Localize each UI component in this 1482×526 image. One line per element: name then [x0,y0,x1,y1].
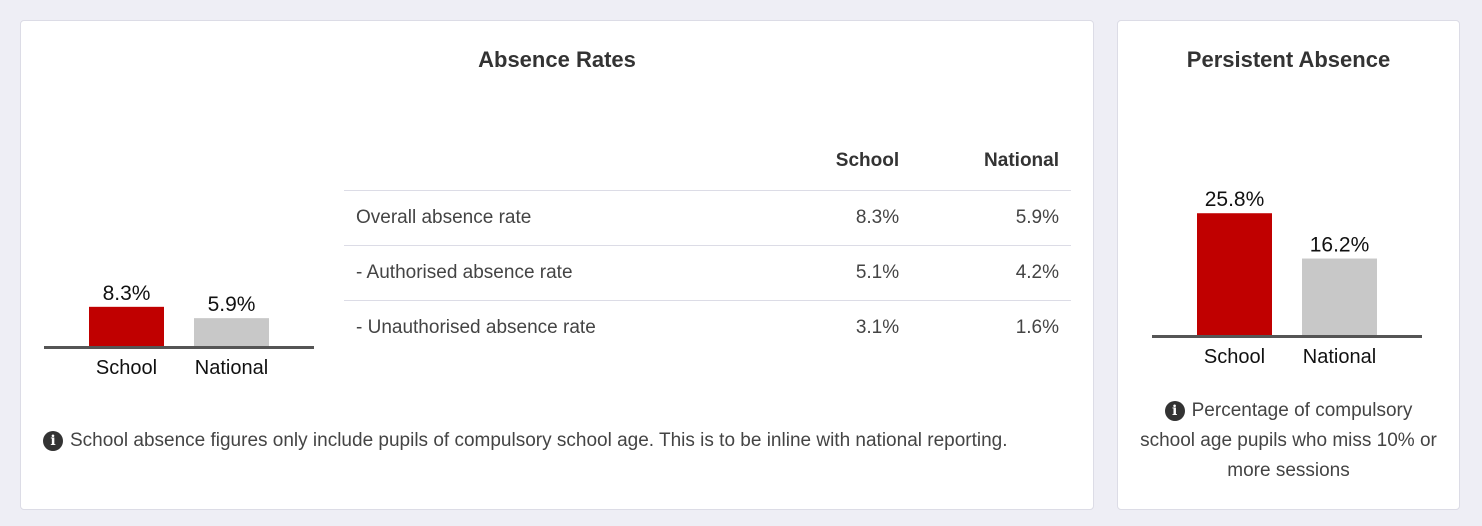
school-value: 5.1% [770,245,912,301]
bar-school [89,306,164,346]
persistent-absence-card: Persistent Absence 25.8% School 16.2% Natio… [1117,20,1460,510]
school-value: 8.3% [770,190,912,246]
tick-label-school: School [96,357,157,379]
national-value: 1.6% [1015,317,1059,338]
school-value: 3.1% [855,317,900,338]
table-header-label [344,148,771,191]
row-label: - Authorised absence rate [344,245,771,301]
info-icon: i [1164,401,1185,421]
table-row: - Authorised absence rate 5.1% 4.2% [344,245,1071,301]
absence-rates-card: Absence Rates 8.3% School 5.9% National Sch… [20,20,1094,510]
table-header-national: National [911,148,1071,191]
bar-national [194,318,269,346]
bar-national [1302,258,1377,335]
tick-label-national: National [1303,346,1376,368]
data-label-national: 16.2% [1310,234,1370,257]
tick-label-national: National [195,357,268,379]
data-label-school: 8.3% [103,282,151,305]
persistent-note: i Percentage of compulsory school age pup… [1138,396,1439,486]
info-icon: i [43,431,63,451]
table-header-row: School National [344,148,1071,191]
data-label-national: 5.9% [208,293,256,316]
absence-rates-title: Absence Rates [478,47,636,72]
national-value: 4.2% [911,245,1071,301]
bar-school [1197,213,1272,335]
table-header-school: School [770,148,912,191]
national-value: 5.9% [911,190,1071,246]
tick-label-school: School [1204,346,1265,368]
persistent-absence-title: Persistent Absence [1186,47,1391,72]
absence-rate-bar-chart: 8.3% School 5.9% National [44,282,314,379]
row-label: - Unauthorised absence rate [356,317,596,338]
absence-note: i School absence figures only include pup… [43,426,1053,456]
persistent-absence-bar-chart: 25.8% School 16.2% National [1152,188,1422,368]
persistent-note-text: Percentage of compulsory school age pupi… [1140,400,1437,481]
absence-note-text: School absence figures only include pupi… [70,430,1008,451]
table-row: - Unauthorised absence rate 3.1% 1.6% [344,301,1071,356]
table-row: Overall absence rate 8.3% 5.9% [344,190,1071,246]
data-label-school: 25.8% [1205,188,1265,211]
row-label: Overall absence rate [344,190,771,246]
absence-rates-table: School National Overall absence rate 8.3… [344,148,1071,355]
